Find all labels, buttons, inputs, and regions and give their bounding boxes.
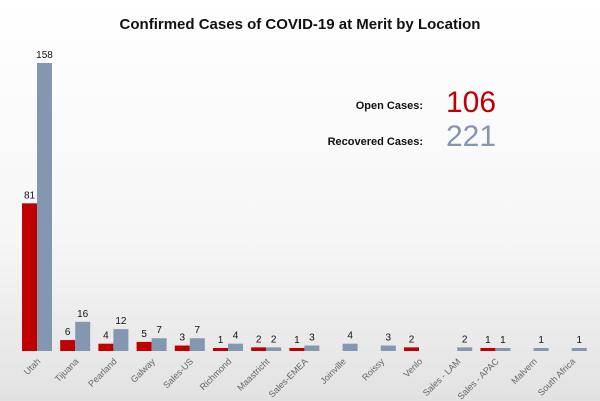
open-cases-label: Open Cases:	[355, 100, 423, 112]
bar-open	[404, 347, 419, 351]
bar-recovered	[37, 63, 52, 351]
bar-open	[60, 340, 76, 351]
bar-open	[98, 343, 114, 351]
data-label: 12	[115, 316, 127, 327]
open-cases-value: 106	[446, 86, 497, 119]
data-label: 4	[347, 331, 353, 342]
bar-recovered	[228, 343, 243, 351]
recovered-cases-value: 221	[446, 120, 497, 153]
bar-open	[213, 348, 228, 351]
bar-open	[251, 347, 267, 351]
category-label: Tijuana	[53, 356, 81, 384]
bar-recovered	[533, 348, 549, 351]
bar-recovered	[495, 348, 511, 351]
data-label: 3	[309, 333, 315, 344]
data-label: 1	[294, 335, 300, 346]
data-label: 7	[195, 325, 201, 336]
bar-open	[136, 341, 152, 351]
category-label: Malvern	[509, 356, 539, 386]
bar-recovered	[380, 345, 396, 351]
data-label: 3	[180, 333, 186, 344]
recovered-cases-label: Recovered Cases:	[327, 136, 423, 148]
data-label: 16	[77, 309, 89, 320]
chart-title: Confirmed Cases of COVID-19 at Merit by …	[119, 16, 481, 33]
data-label: 7	[156, 325, 162, 336]
bar-open	[174, 345, 190, 351]
bar-recovered	[571, 348, 587, 351]
data-label: 1	[577, 335, 583, 346]
category-label: Maastricht	[235, 356, 272, 393]
bar-recovered	[304, 345, 320, 351]
category-label: Sales - LAM	[421, 356, 463, 398]
data-label: 2	[256, 334, 262, 345]
data-label: 158	[36, 50, 53, 61]
data-label: 4	[233, 331, 239, 342]
data-label: 1	[500, 335, 506, 346]
bar-recovered	[342, 343, 358, 351]
data-label: 1	[538, 335, 544, 346]
data-label: 6	[65, 327, 71, 338]
bar-recovered	[189, 338, 205, 351]
data-label: 1	[485, 335, 491, 346]
data-label: 5	[141, 329, 147, 340]
category-label: Roissy	[360, 356, 387, 383]
bar-recovered	[113, 329, 129, 351]
data-label: 2	[271, 334, 277, 345]
category-label: Galway	[129, 356, 158, 385]
data-label: 1	[218, 335, 224, 346]
bar-recovered	[266, 347, 282, 351]
category-label: Utah	[22, 356, 43, 377]
data-label: 81	[24, 190, 36, 201]
bar-recovered	[75, 321, 91, 351]
data-label: 3	[386, 333, 392, 344]
bar-open	[22, 203, 37, 351]
bar-recovered	[151, 338, 167, 351]
category-label: Sales-US	[161, 356, 195, 390]
data-label: 2	[462, 334, 468, 345]
category-label: Sales-EMEA	[267, 356, 310, 399]
category-label: Sales - APAC	[456, 356, 502, 401]
category-label: South Africa	[536, 356, 577, 397]
bar-open	[289, 348, 305, 351]
category-label: Venlo	[401, 356, 424, 379]
bar-recovered	[457, 347, 473, 351]
bar-open	[480, 348, 496, 351]
category-label: Pearland	[86, 356, 119, 389]
category-label: Joinville	[318, 356, 348, 386]
data-label: 2	[409, 334, 415, 345]
data-label: 4	[103, 331, 109, 342]
category-label: Richmond	[198, 356, 234, 392]
